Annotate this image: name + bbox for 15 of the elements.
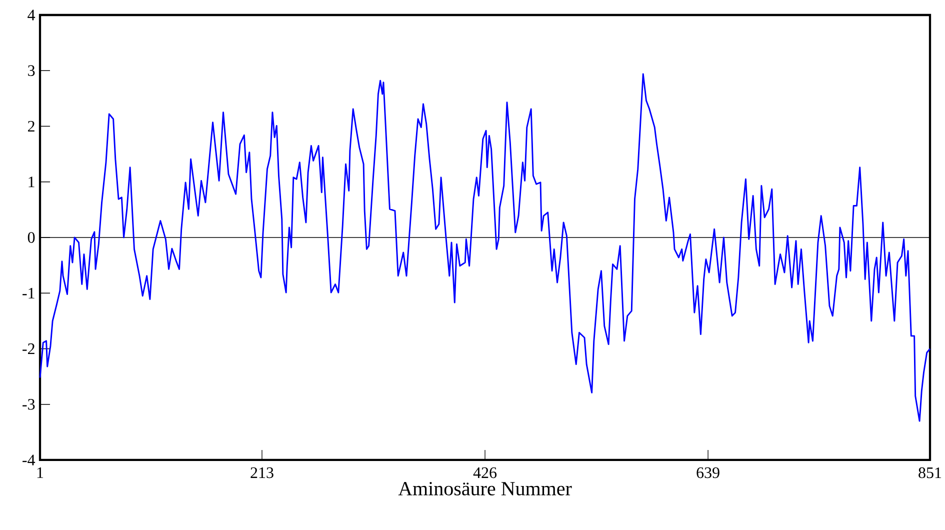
x-tick-label: 426	[473, 467, 497, 478]
x-tick-label: 851	[918, 467, 942, 478]
y-tick-label: 0	[28, 232, 35, 243]
x-tick-label: 213	[250, 467, 274, 478]
y-tick-label: -4	[22, 454, 36, 466]
y-tick-label: -3	[22, 398, 35, 410]
y-tick-label: 4	[28, 10, 36, 20]
x-tick-label: 639	[696, 467, 720, 478]
y-tick-label: 1	[28, 176, 34, 188]
y-tick-label: -1	[22, 288, 34, 298]
y-tick-label: 2	[28, 120, 34, 132]
x-axis-title: Aminosäure Nummer	[398, 482, 572, 496]
y-tick-label: -2	[22, 343, 34, 354]
x-tick-label: 1	[37, 467, 44, 478]
y-tick-label: 3	[28, 65, 35, 76]
